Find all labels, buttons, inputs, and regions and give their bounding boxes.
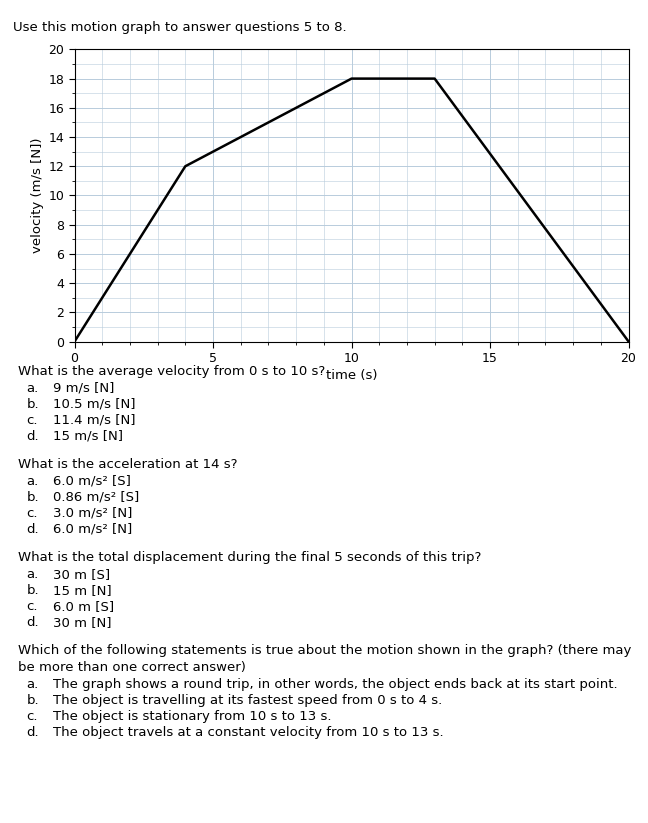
Text: b.: b.	[27, 398, 40, 411]
Y-axis label: velocity (m/s [N]): velocity (m/s [N])	[31, 137, 44, 253]
Text: c.: c.	[27, 414, 38, 427]
Text: c.: c.	[27, 710, 38, 723]
Text: 6.0 m [S]: 6.0 m [S]	[53, 600, 115, 613]
Text: d.: d.	[27, 430, 40, 443]
Text: 9 m/s [N]: 9 m/s [N]	[53, 382, 115, 395]
Text: 15 m [N]: 15 m [N]	[53, 584, 112, 597]
Text: 6.0 m/s² [N]: 6.0 m/s² [N]	[53, 523, 133, 536]
Text: d.: d.	[27, 726, 40, 739]
Text: 3.0 m/s² [N]: 3.0 m/s² [N]	[53, 507, 133, 520]
Text: 10.5 m/s [N]: 10.5 m/s [N]	[53, 398, 136, 411]
Text: 6.0 m/s² [S]: 6.0 m/s² [S]	[53, 475, 132, 488]
Text: d.: d.	[27, 523, 40, 536]
Text: 30 m [N]: 30 m [N]	[53, 616, 112, 629]
Text: a.: a.	[27, 475, 39, 488]
Text: 0.86 m/s² [S]: 0.86 m/s² [S]	[53, 491, 140, 504]
Text: The object is travelling at its fastest speed from 0 s to 4 s.: The object is travelling at its fastest …	[53, 694, 443, 707]
Text: be more than one correct answer): be more than one correct answer)	[18, 661, 246, 674]
Text: 30 m [S]: 30 m [S]	[53, 568, 111, 581]
Text: The object travels at a constant velocity from 10 s to 13 s.: The object travels at a constant velocit…	[53, 726, 444, 739]
Text: b.: b.	[27, 584, 40, 597]
Text: Use this motion graph to answer questions 5 to 8.: Use this motion graph to answer question…	[13, 21, 347, 34]
Text: What is the average velocity from 0 s to 10 s?: What is the average velocity from 0 s to…	[18, 365, 325, 378]
Text: b.: b.	[27, 694, 40, 707]
Text: 15 m/s [N]: 15 m/s [N]	[53, 430, 123, 443]
Text: a.: a.	[27, 382, 39, 395]
Text: a.: a.	[27, 678, 39, 691]
Text: What is the acceleration at 14 s?: What is the acceleration at 14 s?	[18, 458, 237, 471]
Text: c.: c.	[27, 507, 38, 520]
Text: d.: d.	[27, 616, 40, 629]
Text: What is the total displacement during the final 5 seconds of this trip?: What is the total displacement during th…	[18, 551, 481, 564]
Text: c.: c.	[27, 600, 38, 613]
Text: 11.4 m/s [N]: 11.4 m/s [N]	[53, 414, 136, 427]
Text: b.: b.	[27, 491, 40, 504]
Text: a.: a.	[27, 568, 39, 581]
X-axis label: time (s): time (s)	[326, 370, 377, 382]
Text: Which of the following statements is true about the motion shown in the graph? (: Which of the following statements is tru…	[18, 644, 631, 657]
Text: The object is stationary from 10 s to 13 s.: The object is stationary from 10 s to 13…	[53, 710, 332, 723]
Text: The graph shows a round trip, in other words, the object ends back at its start : The graph shows a round trip, in other w…	[53, 678, 618, 691]
